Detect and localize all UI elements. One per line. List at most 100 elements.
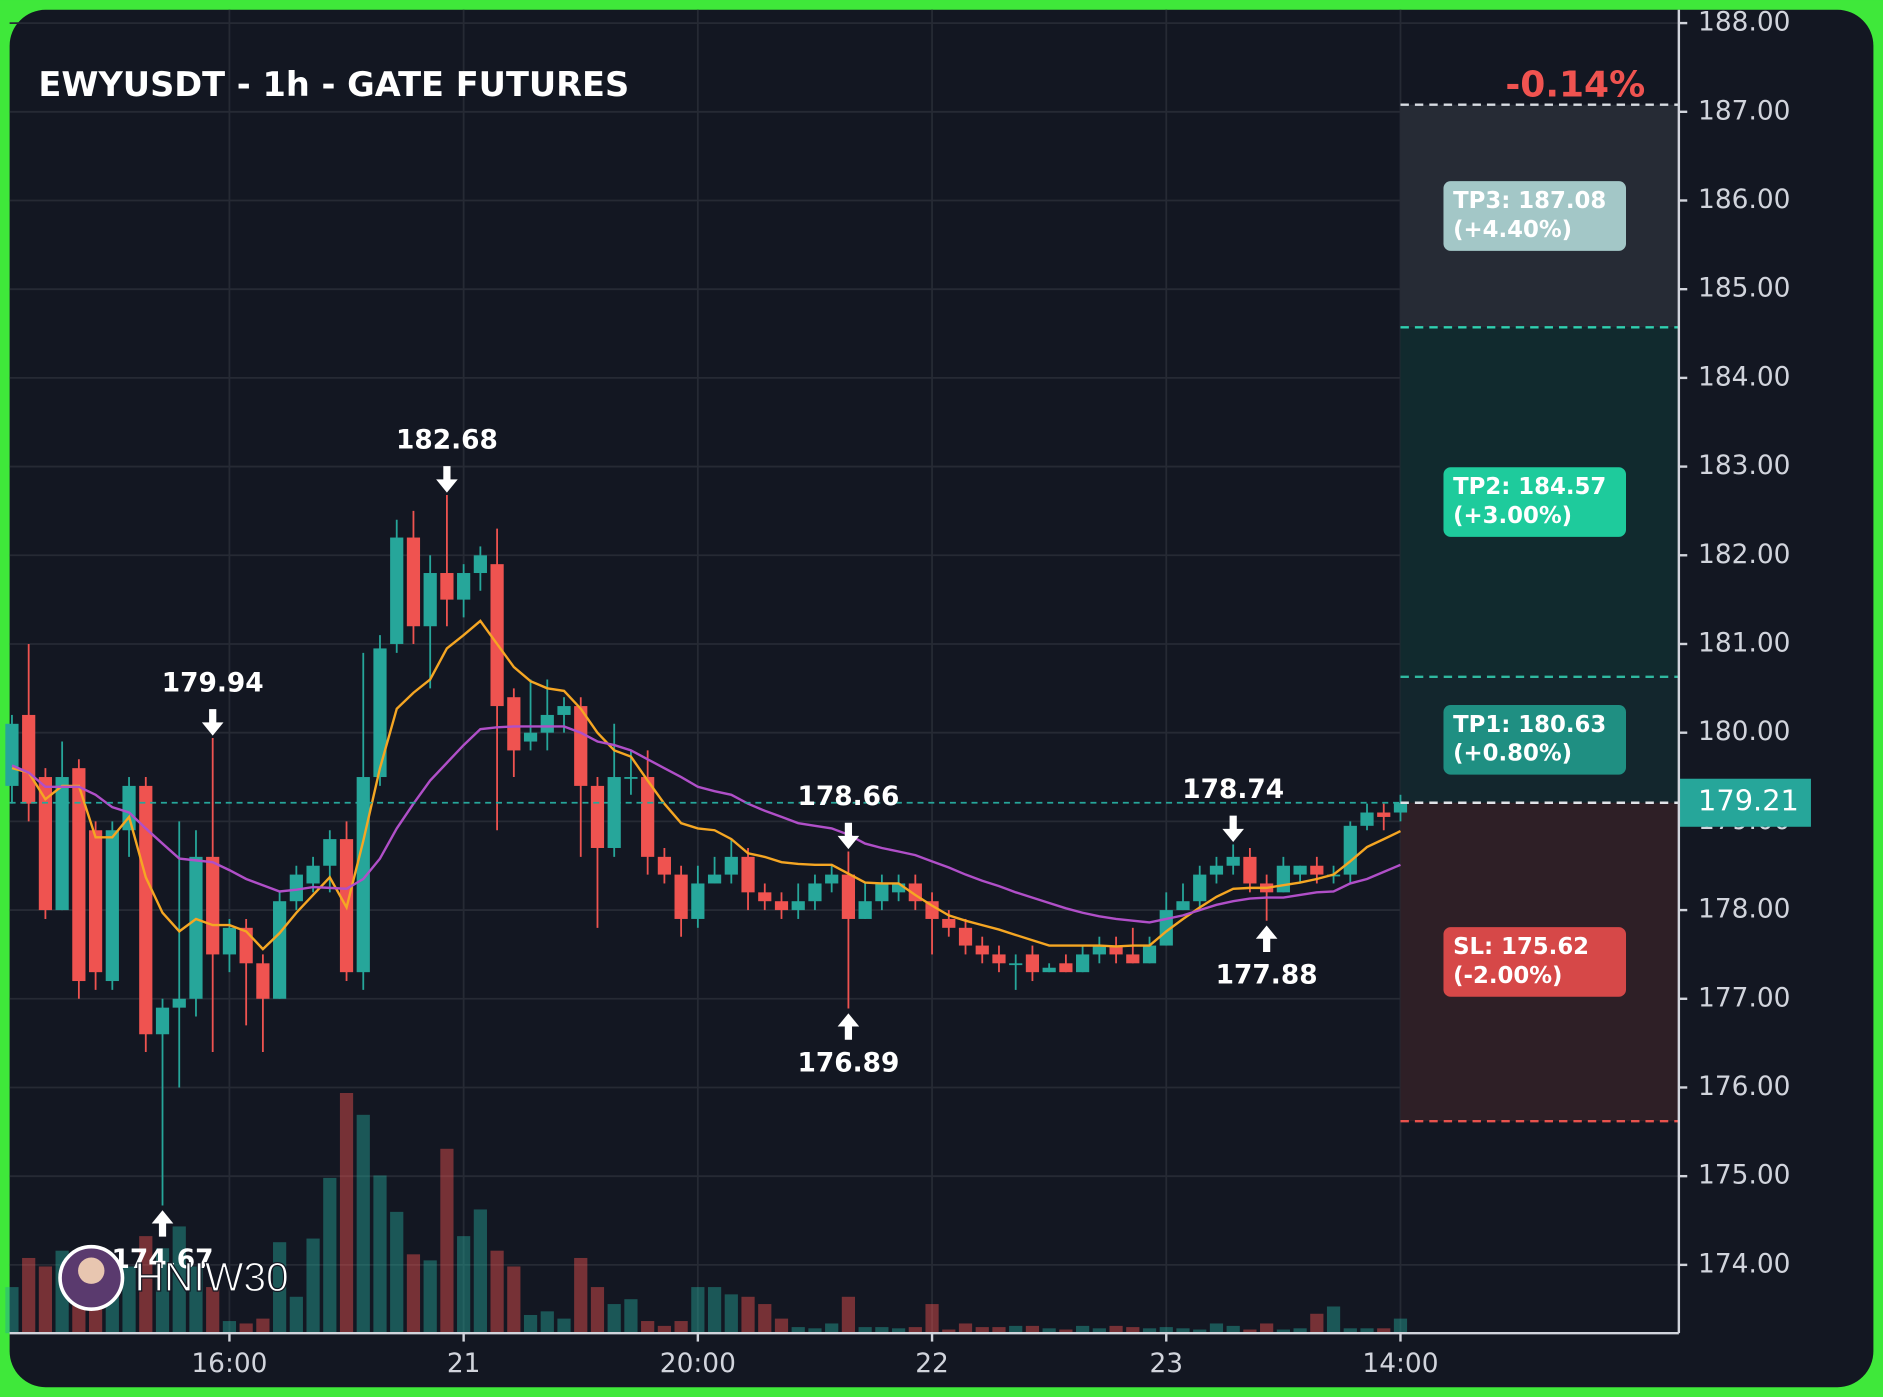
x-tick-label: 16:00 bbox=[191, 1348, 267, 1379]
y-tick-label: 175.00 bbox=[1698, 1160, 1790, 1191]
candle-body bbox=[1092, 945, 1106, 955]
candle-body bbox=[1209, 865, 1224, 875]
volume-bar bbox=[206, 1287, 220, 1334]
volume-bar bbox=[5, 1287, 19, 1334]
candle-body bbox=[22, 714, 36, 804]
volume-bar bbox=[1360, 1328, 1374, 1334]
candle-body bbox=[457, 573, 471, 600]
y-tick-label: 183.00 bbox=[1698, 450, 1790, 481]
candle-body bbox=[373, 648, 387, 778]
y-tick-label: 174.00 bbox=[1698, 1248, 1790, 1279]
candle-body bbox=[808, 883, 822, 902]
candle-body bbox=[507, 697, 521, 751]
candle-body bbox=[942, 918, 956, 928]
y-tick-label: 177.00 bbox=[1698, 982, 1790, 1013]
volume-bar bbox=[1076, 1325, 1090, 1334]
annotation-label: 176.89 bbox=[797, 1047, 899, 1078]
volume-bar bbox=[657, 1325, 671, 1334]
y-tick-label: 182.00 bbox=[1698, 539, 1790, 570]
annotation-arrow bbox=[436, 466, 458, 493]
y-tick-label: 184.00 bbox=[1698, 361, 1790, 392]
y-tick-label: 188.00 bbox=[1698, 7, 1790, 38]
annotation-arrow bbox=[1255, 925, 1278, 952]
volume-bar bbox=[875, 1327, 889, 1334]
volume-bar bbox=[440, 1148, 454, 1334]
volume-bar bbox=[707, 1287, 722, 1334]
candle-body bbox=[139, 785, 153, 1035]
candle-body bbox=[958, 927, 973, 946]
price-label: 179.21 bbox=[1698, 784, 1799, 818]
volume-bar bbox=[641, 1321, 655, 1334]
candle-body bbox=[1276, 865, 1290, 893]
candle-body bbox=[390, 537, 404, 644]
candle-body bbox=[206, 856, 220, 955]
annotation-arrow bbox=[837, 822, 860, 850]
y-tick-label: 187.00 bbox=[1698, 95, 1790, 126]
level-label: TP3: 187.08 bbox=[1453, 188, 1606, 214]
candle-body bbox=[657, 856, 671, 875]
volume-bar bbox=[356, 1114, 370, 1334]
volume-bar bbox=[1176, 1328, 1190, 1334]
candle-body bbox=[1226, 856, 1240, 866]
volume-bar bbox=[473, 1209, 487, 1334]
volume-bar bbox=[1310, 1313, 1324, 1334]
candle-body bbox=[741, 856, 755, 893]
candle-body bbox=[858, 901, 872, 919]
candle-body bbox=[691, 883, 705, 919]
candle-body bbox=[674, 874, 688, 919]
candle-body bbox=[624, 777, 638, 779]
annotation-label: 178.74 bbox=[1182, 774, 1284, 805]
volume-bar bbox=[306, 1238, 320, 1334]
annotation-label: 174.67 bbox=[112, 1244, 214, 1275]
volume-bar bbox=[1293, 1328, 1307, 1334]
candle-body bbox=[1293, 865, 1307, 875]
volume-bar bbox=[1142, 1328, 1157, 1334]
y-tick-label: 176.00 bbox=[1698, 1071, 1790, 1102]
candle-body bbox=[641, 777, 655, 857]
candle-body bbox=[540, 714, 554, 733]
candle-body bbox=[774, 901, 789, 911]
annotation-label: 182.68 bbox=[396, 424, 498, 455]
candle-body bbox=[5, 723, 19, 786]
annotation-arrow bbox=[201, 709, 224, 736]
level-pct: (+0.80%) bbox=[1453, 741, 1572, 767]
candle-body bbox=[1176, 901, 1190, 911]
volume-bar bbox=[1326, 1306, 1341, 1334]
x-tick-label: 14:00 bbox=[1362, 1348, 1438, 1379]
volume-bar bbox=[607, 1304, 621, 1334]
change-label: -0.14% bbox=[1505, 65, 1645, 106]
candle-body bbox=[423, 573, 437, 627]
volume-bar bbox=[1226, 1325, 1240, 1334]
candle-body bbox=[1393, 802, 1408, 813]
candle-body bbox=[440, 573, 454, 600]
annotation-label: 178.66 bbox=[797, 781, 899, 812]
volume-bar bbox=[590, 1287, 605, 1334]
x-tick-label: 20:00 bbox=[660, 1348, 736, 1379]
candle-body bbox=[72, 768, 86, 982]
candle-body bbox=[1126, 954, 1140, 964]
annotation-label: 179.94 bbox=[162, 667, 264, 698]
candle-body bbox=[473, 555, 487, 574]
volume-bar bbox=[373, 1175, 387, 1334]
candle-body bbox=[1310, 865, 1324, 875]
volume-bar bbox=[574, 1257, 588, 1334]
volume-bar bbox=[908, 1327, 922, 1334]
volume-bar bbox=[1260, 1323, 1274, 1334]
candle-body bbox=[992, 954, 1006, 964]
candle-body bbox=[1109, 945, 1123, 955]
volume-bar bbox=[942, 1329, 956, 1334]
volume-bar bbox=[724, 1294, 738, 1334]
candle-body bbox=[1142, 945, 1157, 964]
candle-body bbox=[1343, 825, 1357, 875]
candle-body bbox=[1193, 874, 1207, 902]
volume-bar bbox=[808, 1328, 822, 1334]
candle-body bbox=[222, 927, 237, 955]
chart-title: EWYUSDT - 1h - GATE FUTURES bbox=[38, 65, 629, 104]
volume-bar bbox=[774, 1318, 789, 1334]
level-label: TP1: 180.63 bbox=[1453, 712, 1606, 738]
volume-bar bbox=[139, 1236, 153, 1334]
volume-bar bbox=[172, 1226, 186, 1334]
volume-bar bbox=[1193, 1329, 1207, 1334]
volume-bar bbox=[1276, 1329, 1290, 1334]
